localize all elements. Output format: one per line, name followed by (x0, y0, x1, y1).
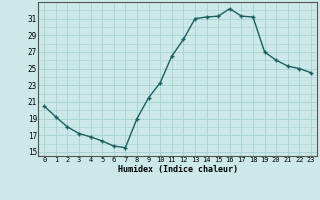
X-axis label: Humidex (Indice chaleur): Humidex (Indice chaleur) (118, 165, 238, 174)
